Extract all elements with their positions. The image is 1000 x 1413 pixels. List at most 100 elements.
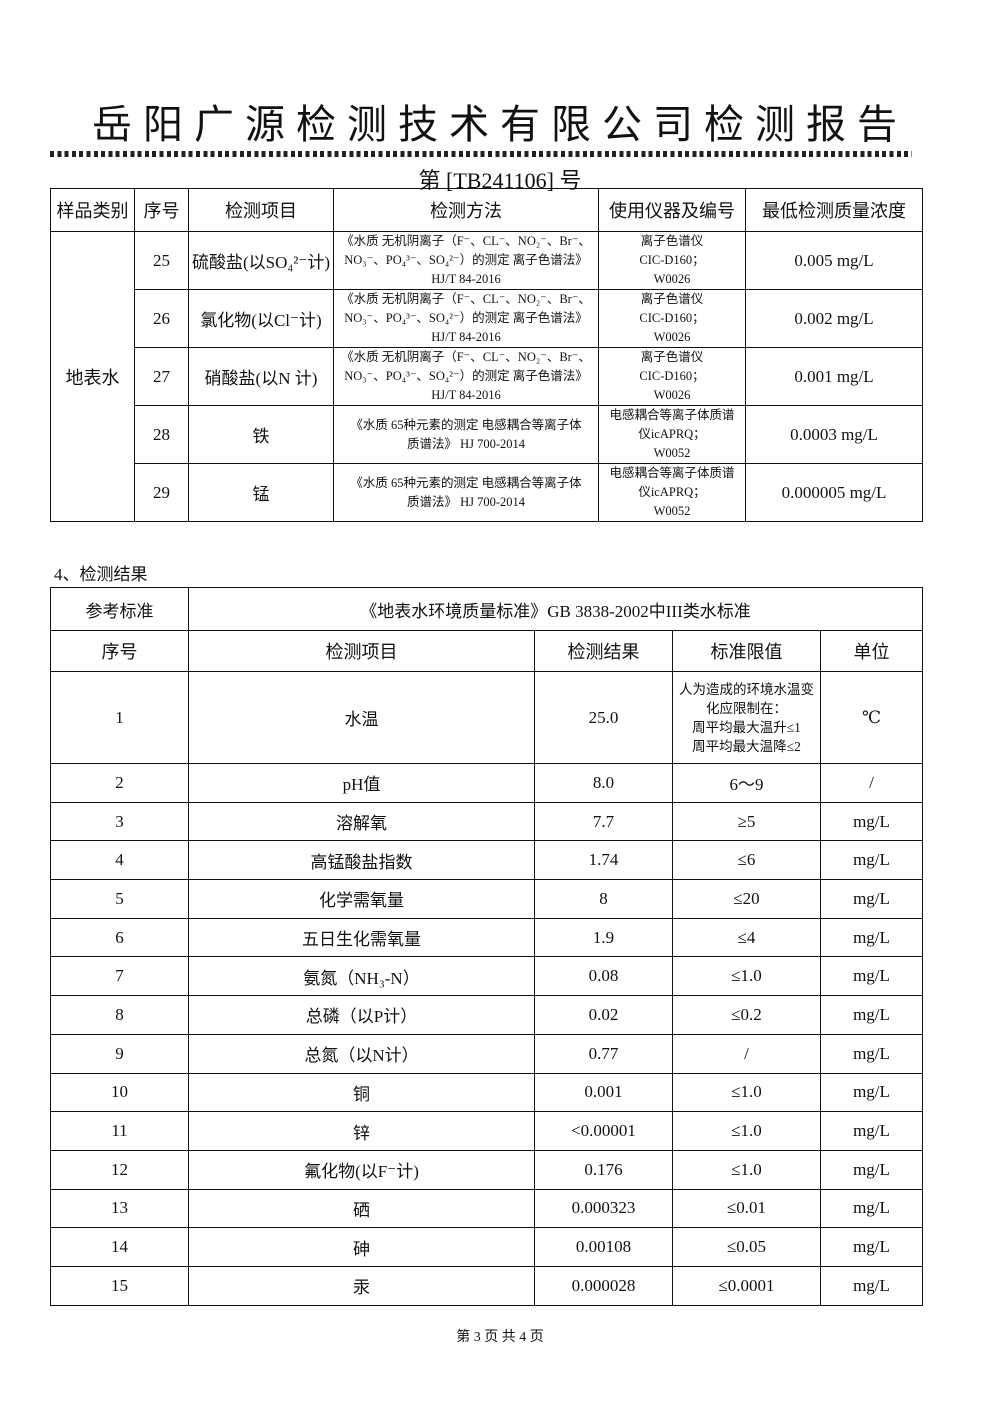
row-number: 29 [134,463,189,522]
unit: mg/L [819,1033,924,1074]
row-number: 14 [50,1227,189,1267]
row-number: 27 [134,347,189,406]
company-report-title: 岳阳广源检测技术有限公司检测报告 [92,102,908,148]
instrument: 离子色谱仪 CIC-D160； W0026 [598,289,746,348]
row-number: 10 [50,1072,189,1113]
test-result: 1.9 [534,917,673,958]
col-header: 最低检测质量浓度 [745,188,923,232]
unit: mg/L [819,1188,924,1229]
test-result: 25.0 [534,671,673,764]
standard-limit: ≤20 [672,879,821,919]
standard-limit: ≤0.2 [672,995,821,1035]
test-item: 化学需氧量 [188,879,535,919]
test-item: 总氮（以N计） [188,1033,535,1074]
instrument: 电感耦合等离子体质谱 仪icAPRQ； W0052 [598,463,746,522]
test-item: 铁 [188,405,334,464]
table-row: 4 高锰酸盐指数 1.74 ≤6 mg/L [50,840,924,881]
test-item: 氯化物(以Cl⁻计) [188,289,334,348]
table-row: 地表水 25 硫酸盐(以SO₄²⁻计) 《水质 无机阴离子（F⁻、CL⁻、NO₂⁻、B… [50,231,923,522]
test-method: 《水质 65种元素的测定 电感耦合等离子体 质谱法》 HJ 700-2014 [333,405,599,464]
test-item: 锌 [188,1111,535,1151]
results-table: 参考标准 《地表水环境质量标准》GB 3838-2002中III类水标准 序号 … [50,587,924,1306]
test-item: 硒 [188,1188,535,1229]
row-number: 2 [50,763,189,803]
unit: mg/L [819,917,924,958]
test-result: 0.08 [534,956,673,997]
test-item: 氟化物(以F⁻计) [188,1149,535,1190]
row-number: 15 [50,1265,189,1306]
test-method: 《水质 65种元素的测定 电感耦合等离子体 质谱法》 HJ 700-2014 [333,463,599,522]
test-item: 锰 [188,463,334,522]
unit: / [819,763,924,803]
instrument: 电感耦合等离子体质谱 仪icAPRQ； W0052 [598,405,746,464]
test-result: 8 [534,879,673,919]
row-number: 9 [50,1033,189,1074]
test-result: 0.001 [534,1072,673,1113]
row-number: 25 [134,231,189,290]
row-number: 6 [50,917,189,958]
table-row: 10 铜 0.001 ≤1.0 mg/L [50,1072,924,1113]
standard-limit: ≤1.0 [672,1149,821,1190]
row-number: 5 [50,879,189,919]
table-row: 5 化学需氧量 8 ≤20 mg/L [50,879,924,919]
reference-label: 参考标准 [50,587,189,631]
method-table: 样品类别 序号 检测项目 检测方法 使用仪器及编号 最低检测质量浓度 地表水 25… [50,188,923,522]
results-table-header: 序号 检测项目 检测结果 标准限值 单位 [50,630,924,672]
reference-standard-row: 参考标准 《地表水环境质量标准》GB 3838-2002中III类水标准 [50,587,924,631]
method-table-header: 样品类别 序号 检测项目 检测方法 使用仪器及编号 最低检测质量浓度 [50,188,923,232]
test-item: 砷 [188,1227,535,1267]
table-row: 12 氟化物(以F⁻计) 0.176 ≤1.0 mg/L [50,1149,924,1190]
table-row: 6 五日生化需氧量 1.9 ≤4 mg/L [50,917,924,958]
instrument: 离子色谱仪 CIC-D160； W0026 [598,231,746,290]
detection-limit: 0.001 mg/L [745,347,923,406]
table-row: 8 总磷（以P计） 0.02 ≤0.2 mg/L [50,995,924,1035]
test-item: 高锰酸盐指数 [188,840,535,881]
col-header: 标准限值 [672,630,821,672]
table-row: 14 砷 0.00108 ≤0.05 mg/L [50,1227,924,1267]
col-header: 序号 [134,188,189,232]
table-row: 29 锰《水质 65种元素的测定 电感耦合等离子体 质谱法》 HJ 700-201… [51,463,923,522]
col-header: 样品类别 [50,188,135,232]
test-method: 《水质 无机阴离子（F⁻、CL⁻、NO₂⁻、Br⁻、 NO₃⁻、PO₄³⁻、SO… [333,231,599,290]
reference-value: 《地表水环境质量标准》GB 3838-2002中III类水标准 [187,587,924,631]
table-row: 1 水温 25.0 人为造成的环境水温变 化应限制在： 周平均最大温升≤1 周平均最大… [50,671,924,764]
unit: mg/L [819,1111,924,1151]
test-result: 7.7 [534,801,673,842]
row-number: 13 [50,1188,189,1229]
standard-limit: ≤6 [672,840,821,881]
standard-limit: ≤0.01 [672,1188,821,1229]
table-row: 7 氨氮（NH₃-N） 0.08 ≤1.0 mg/L [50,956,924,997]
row-number: 28 [134,405,189,464]
standard-limit: ≤4 [672,917,821,958]
table-row: 13 硒 0.000323 ≤0.01 mg/L [50,1188,924,1229]
test-item: 溶解氧 [188,801,535,842]
test-result: 0.00108 [534,1227,673,1267]
table-row: 26 氯化物(以Cl⁻计) 《水质 无机阴离子（F⁻、CL⁻、NO₂⁻、Br⁻、 N… [51,289,923,348]
detection-limit: 0.002 mg/L [745,289,923,348]
section-heading: 4、检测结果 [54,565,148,584]
test-result: 1.74 [534,840,673,881]
col-header: 使用仪器及编号 [598,188,746,232]
standard-limit: ≤0.05 [672,1227,821,1267]
test-method: 《水质 无机阴离子（F⁻、CL⁻、NO₂⁻、Br⁻、 NO₃⁻、PO₄³⁻、SO… [333,347,599,406]
test-item: pH值 [188,763,535,803]
unit: mg/L [819,840,924,881]
row-number: 12 [50,1149,189,1190]
row-number: 1 [50,671,189,764]
unit: mg/L [819,995,924,1035]
test-item: 五日生化需氧量 [188,917,535,958]
col-header: 检测方法 [333,188,599,232]
row-number: 7 [50,956,189,997]
instrument: 离子色谱仪 CIC-D160； W0026 [598,347,746,406]
standard-limit: ≤1.0 [672,956,821,997]
unit: mg/L [819,879,924,919]
standard-limit: 人为造成的环境水温变 化应限制在： 周平均最大温升≤1 周平均最大温降≤2 [672,671,821,764]
table-row: 27 硝酸盐(以N 计) 《水质 无机阴离子（F⁻、CL⁻、NO₂⁻、Br⁻、 NO… [51,347,923,406]
col-header: 检测项目 [188,188,334,232]
detection-limit: 0.0003 mg/L [745,405,923,464]
unit: mg/L [819,801,924,842]
col-header: 检测项目 [188,630,535,672]
standard-limit: 6～9 [672,763,821,803]
unit: mg/L [819,1227,924,1267]
table-row: 15 汞 0.000028 ≤0.0001 mg/L [50,1265,924,1306]
